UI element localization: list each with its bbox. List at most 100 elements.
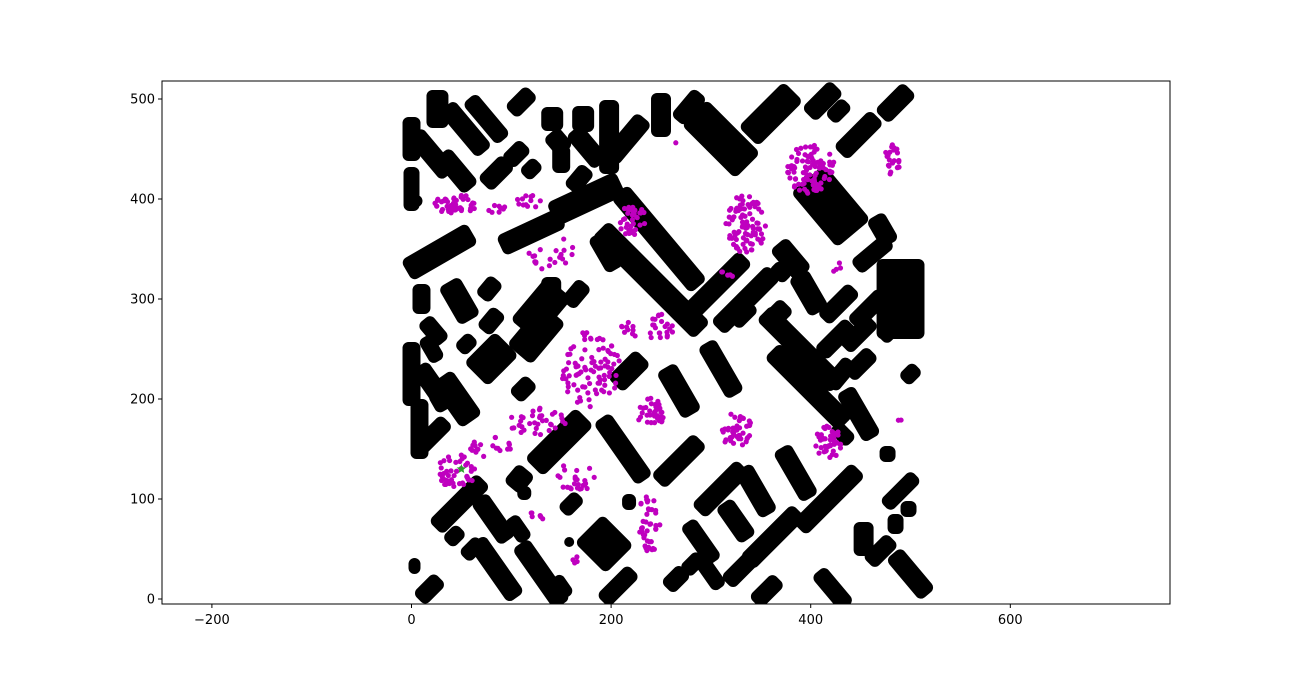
building-55 — [758, 306, 843, 392]
point-706 — [573, 476, 579, 482]
point-379 — [611, 361, 617, 367]
building-21 — [604, 114, 650, 164]
building-14 — [552, 145, 571, 173]
building-70 — [466, 333, 517, 385]
point-741 — [638, 500, 644, 506]
point-356 — [579, 356, 585, 362]
building-2 — [440, 102, 490, 156]
point-607 — [723, 437, 729, 443]
point-473 — [470, 442, 476, 448]
building-49 — [900, 363, 921, 385]
point-113 — [546, 263, 552, 269]
point-697 — [557, 474, 563, 480]
point-111 — [537, 247, 543, 253]
point-454 — [518, 418, 524, 424]
point-408 — [600, 345, 606, 351]
building-57 — [699, 340, 743, 398]
point-519 — [448, 477, 455, 483]
point-531 — [647, 330, 653, 336]
point-443 — [530, 408, 536, 414]
point-603 — [739, 442, 746, 448]
building-113 — [813, 568, 852, 604]
y-tick-label-0: 0 — [147, 593, 155, 608]
point-171 — [822, 173, 828, 180]
point-313 — [896, 164, 902, 170]
point-85 — [637, 222, 643, 228]
building-94 — [881, 472, 920, 510]
point-464 — [477, 442, 484, 448]
point-377 — [596, 374, 602, 380]
point-325 — [833, 266, 839, 272]
building-66 — [478, 307, 505, 335]
point-305 — [887, 171, 893, 177]
building-103 — [564, 537, 575, 547]
point-504 — [456, 481, 463, 487]
point-747 — [644, 528, 650, 534]
point-33 — [444, 199, 451, 205]
building-42 — [819, 284, 859, 324]
point-319 — [885, 152, 891, 158]
point-760 — [673, 140, 679, 146]
point-441 — [521, 427, 527, 433]
point-64 — [523, 202, 529, 208]
point-605 — [719, 427, 726, 433]
point-198 — [813, 170, 819, 176]
point-418 — [591, 359, 597, 365]
point-500 — [441, 458, 447, 464]
point-79 — [623, 224, 629, 230]
point-440 — [533, 425, 539, 431]
building-37 — [852, 235, 893, 273]
building-89 — [622, 494, 637, 510]
point-386 — [587, 404, 593, 410]
point-582 — [648, 401, 654, 407]
point-515 — [466, 477, 472, 483]
building-31 — [497, 209, 565, 255]
building-98 — [506, 515, 531, 543]
point-56 — [519, 196, 526, 202]
building-footprints — [402, 82, 934, 604]
point-89 — [618, 226, 624, 232]
point-273 — [746, 194, 753, 200]
building-53 — [729, 300, 757, 328]
point-346 — [606, 390, 612, 396]
point-606 — [728, 411, 734, 417]
point-92 — [628, 207, 634, 213]
point-420 — [612, 380, 619, 386]
building-121 — [550, 574, 573, 600]
point-631 — [746, 433, 753, 439]
point-678 — [834, 431, 840, 437]
point-514 — [464, 460, 471, 466]
point-196 — [794, 158, 800, 164]
point-751 — [644, 499, 651, 505]
building-84 — [595, 414, 651, 484]
point-172 — [791, 184, 798, 190]
point-280 — [747, 204, 753, 210]
point-274 — [739, 193, 745, 199]
point-203 — [793, 146, 800, 153]
point-527 — [662, 323, 668, 330]
point-141 — [796, 181, 802, 187]
building-25 — [803, 82, 842, 120]
point-104 — [533, 260, 539, 266]
point-679 — [823, 448, 829, 454]
point-704 — [582, 477, 588, 484]
point-518 — [438, 465, 444, 471]
point-397 — [611, 351, 618, 358]
building-80 — [412, 416, 451, 456]
point-110 — [553, 248, 559, 254]
y-tick-label-5: 500 — [130, 93, 155, 108]
point-343 — [613, 372, 619, 379]
point-541 — [650, 322, 656, 328]
point-724 — [657, 522, 663, 528]
building-12 — [567, 126, 607, 168]
point-269 — [756, 206, 762, 212]
point-381 — [586, 380, 593, 387]
point-696 — [564, 484, 571, 490]
point-40 — [432, 200, 438, 206]
building-87 — [517, 486, 532, 500]
point-86 — [641, 209, 647, 216]
point-412 — [607, 369, 613, 376]
point-415 — [571, 344, 577, 350]
point-364 — [582, 347, 588, 353]
point-748 — [641, 535, 647, 541]
